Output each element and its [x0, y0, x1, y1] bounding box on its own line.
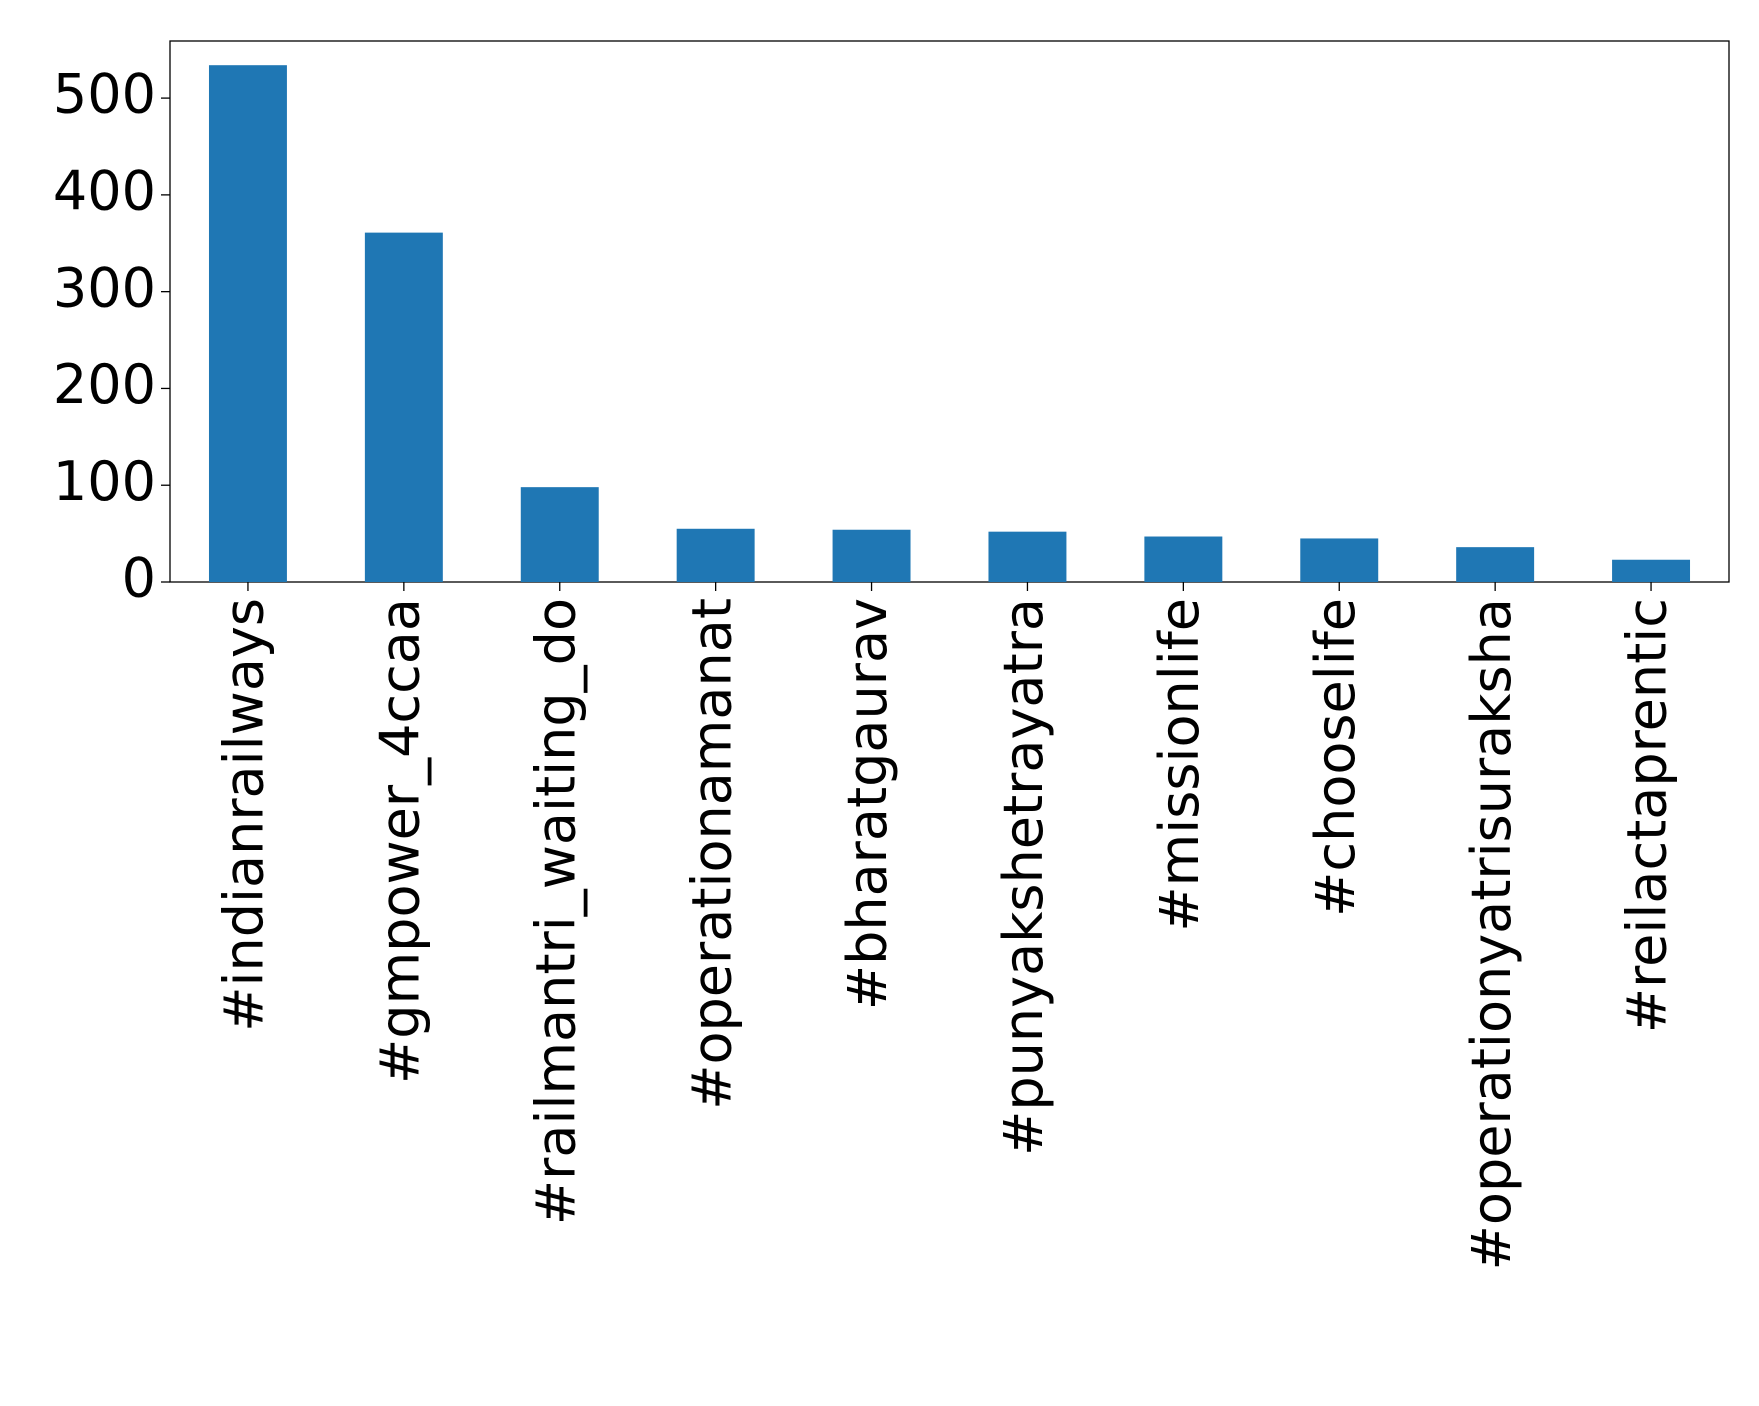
bar	[1612, 559, 1691, 582]
y-tick-label: 200	[53, 353, 156, 416]
plot-frame	[169, 40, 1730, 583]
y-tick-label: 300	[53, 256, 156, 319]
bar	[364, 232, 443, 582]
x-tick-label: #reilactaprentic	[1616, 598, 1679, 1033]
y-tick-label: 500	[53, 63, 156, 126]
bar	[988, 531, 1067, 582]
bar	[1456, 547, 1535, 582]
bar	[208, 65, 287, 582]
bar	[832, 529, 911, 582]
y-tick-label: 0	[122, 547, 156, 610]
x-tick-label: #punyakshetrayatra	[992, 598, 1055, 1156]
x-tick-label: #gmpower_4ccaa	[368, 598, 431, 1084]
bar	[1300, 538, 1379, 582]
x-tick-label: #railmantri_waiting_do	[524, 598, 587, 1225]
bar	[520, 487, 599, 582]
x-tick-label: #chooselife	[1304, 598, 1367, 917]
x-tick-label: #bharatgaurav	[836, 598, 899, 1010]
y-tick-label: 100	[53, 450, 156, 513]
bar	[1144, 536, 1223, 582]
y-tick-label: 400	[53, 160, 156, 223]
x-tick-label: #missionlife	[1148, 598, 1211, 932]
x-tick-label: #operationamanat	[680, 598, 743, 1110]
x-tick-label: #operationyatrisuraksha	[1460, 598, 1523, 1270]
bar	[676, 528, 755, 582]
x-tick-label: #indianrailways	[213, 598, 276, 1032]
